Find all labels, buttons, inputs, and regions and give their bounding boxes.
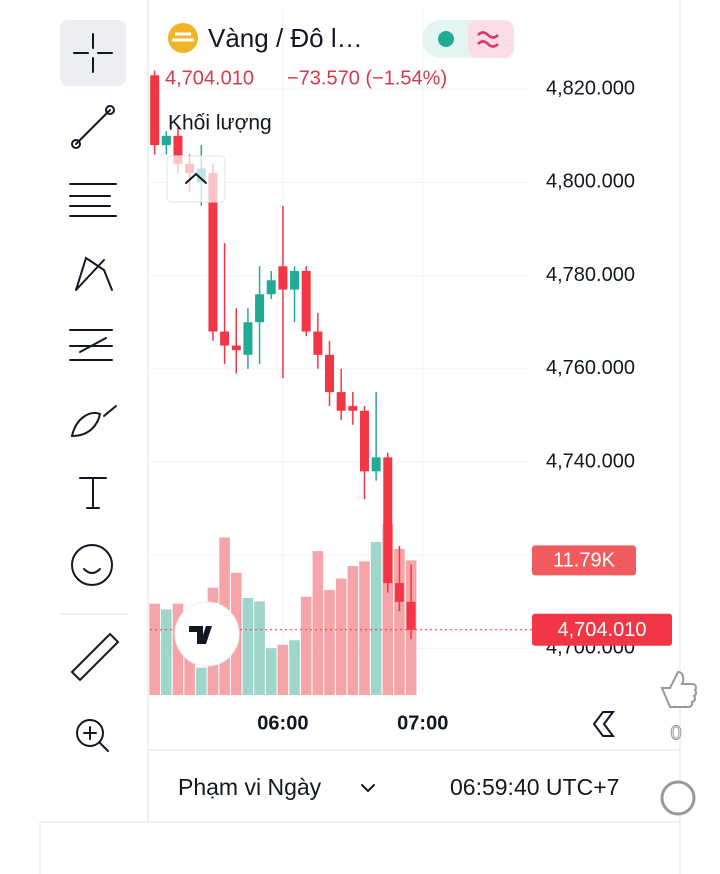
text-icon[interactable] <box>79 477 107 509</box>
collapse-button[interactable] <box>166 155 226 203</box>
toolbar <box>60 20 128 752</box>
volume-bar <box>324 589 335 695</box>
candle-body <box>278 266 288 290</box>
header-price: 4,704.010 <box>165 67 254 89</box>
header-change: −73.570 (−1.54%) <box>287 67 447 89</box>
zoom-icon[interactable] <box>76 719 104 747</box>
volume-bar <box>254 601 265 695</box>
range-selector[interactable]: Phạm vi Ngày <box>178 774 322 800</box>
volume-bar <box>312 551 324 695</box>
volume-bar <box>149 603 160 695</box>
status-pill-right <box>468 20 514 58</box>
emoji-icon[interactable] <box>71 544 113 586</box>
crosshair-tool[interactable] <box>60 20 126 86</box>
tv-logo-mark <box>189 626 212 644</box>
delay-icon <box>477 31 499 48</box>
candle-body <box>150 75 160 146</box>
candle-body <box>243 322 253 355</box>
candle-body <box>290 270 300 290</box>
volume-bar <box>277 644 289 695</box>
ruler-icon[interactable] <box>70 632 120 682</box>
candle-body <box>348 406 358 411</box>
volume-bar <box>289 640 300 695</box>
candle-body <box>383 457 393 584</box>
y-tick-label: 4,780.000 <box>546 264 635 286</box>
volume-bar <box>242 597 254 695</box>
like-count: 0 <box>670 722 681 744</box>
brush-icon[interactable] <box>70 405 117 438</box>
symbol-title[interactable]: Vàng / Đô l… <box>208 23 363 53</box>
candle-body <box>325 354 335 393</box>
like-icon[interactable] <box>660 670 698 708</box>
clock: 06:59:40 UTC+7 <box>450 774 619 800</box>
candle-body <box>336 392 346 411</box>
volume-bar <box>172 603 184 695</box>
volume-bar <box>370 542 382 695</box>
candle-body <box>406 601 416 630</box>
candle-body <box>394 583 404 602</box>
volume-tag <box>532 545 636 576</box>
candle-body <box>208 173 218 332</box>
x-tick-label: 07:00 <box>397 712 448 734</box>
projection-icon[interactable] <box>69 329 113 361</box>
candle-body <box>220 331 230 346</box>
price-tag-label: 4,704.010 <box>558 619 647 641</box>
volume-bar <box>195 667 207 695</box>
candle-body <box>231 345 241 351</box>
volume-bar <box>335 578 347 695</box>
y-tick-label: 4,760.000 <box>546 357 635 379</box>
volume-bar <box>265 648 277 695</box>
volume-tag-label: 11.79K <box>553 550 616 572</box>
pattern-icon[interactable] <box>75 256 113 291</box>
fib-icon[interactable] <box>69 183 117 217</box>
crosshair-icon <box>73 33 113 73</box>
settings-icon[interactable] <box>592 711 615 737</box>
collapse-icon <box>185 172 207 184</box>
zoom-plus <box>83 726 109 752</box>
candle-body <box>266 280 276 295</box>
x-tick-label: 06:00 <box>257 712 308 734</box>
volume-bar <box>347 565 359 695</box>
y-tick-label: 4,740.000 <box>546 450 635 472</box>
trendline-dot <box>71 139 81 149</box>
candle-body <box>173 135 183 164</box>
volume-bar <box>359 561 370 695</box>
trendline-dot <box>105 105 115 115</box>
candle-body <box>313 331 323 355</box>
volume-legend: Khối lượng <box>168 112 272 135</box>
volume-bar <box>300 596 312 695</box>
candle-body <box>359 410 369 472</box>
volume-bar <box>394 548 405 695</box>
symbol-icon <box>168 23 198 53</box>
price-tag <box>532 613 672 646</box>
emoji-smile <box>83 568 101 574</box>
market-open-dot <box>438 31 454 47</box>
candle-body <box>301 270 311 332</box>
trendline-icon[interactable] <box>75 109 111 145</box>
volume-bar <box>161 609 172 695</box>
comment-icon[interactable] <box>660 780 696 816</box>
candle-body <box>255 294 265 323</box>
volume-bar <box>382 523 394 695</box>
symbol-icon-bars <box>172 32 194 42</box>
range-caret <box>361 784 375 793</box>
candle-body <box>161 135 171 146</box>
candle-body <box>371 457 381 472</box>
y-tick-label: 4,800.000 <box>546 171 635 193</box>
y-tick-label: 4,820.000 <box>546 77 635 99</box>
